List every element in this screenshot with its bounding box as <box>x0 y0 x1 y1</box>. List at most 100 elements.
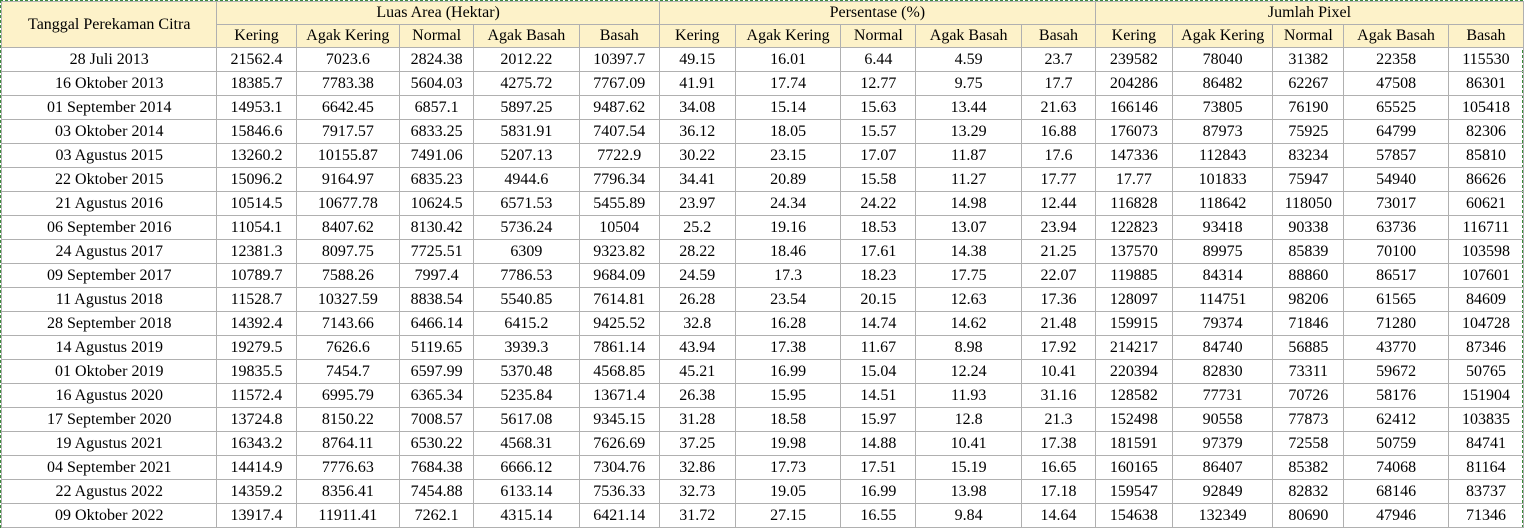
value-cell[interactable]: 88860 <box>1272 263 1345 288</box>
value-cell[interactable]: 87973 <box>1171 119 1274 144</box>
value-cell[interactable]: 137570 <box>1094 239 1173 264</box>
value-cell[interactable]: 32.73 <box>658 479 736 504</box>
value-cell[interactable]: 104728 <box>1447 311 1525 336</box>
value-cell[interactable]: 13.98 <box>915 479 1022 504</box>
value-cell[interactable]: 9684.09 <box>578 263 660 288</box>
value-cell[interactable]: 18385.7 <box>216 71 297 96</box>
value-cell[interactable]: 10.41 <box>915 431 1022 456</box>
value-cell[interactable]: 152498 <box>1094 407 1173 432</box>
value-cell[interactable]: 5455.89 <box>578 191 660 216</box>
value-cell[interactable]: 75925 <box>1272 119 1345 144</box>
date-cell[interactable]: 03 Agustus 2015 <box>0 143 218 168</box>
value-cell[interactable]: 31382 <box>1272 47 1345 72</box>
value-cell[interactable]: 23.54 <box>734 287 842 312</box>
value-cell[interactable]: 24.59 <box>658 263 736 288</box>
value-cell[interactable]: 5119.65 <box>399 335 475 360</box>
value-cell[interactable]: 17.7 <box>1021 71 1096 96</box>
date-cell[interactable]: 06 September 2016 <box>0 215 218 240</box>
value-cell[interactable]: 7626.6 <box>295 335 401 360</box>
date-cell[interactable]: 11 Agustus 2018 <box>0 287 218 312</box>
value-cell[interactable]: 8130.42 <box>399 215 475 240</box>
value-cell[interactable]: 7786.53 <box>473 263 580 288</box>
value-cell[interactable]: 159547 <box>1094 479 1173 504</box>
value-cell[interactable]: 10327.59 <box>295 287 401 312</box>
value-cell[interactable]: 10789.7 <box>216 263 297 288</box>
value-cell[interactable]: 5736.24 <box>473 215 580 240</box>
value-cell[interactable]: 84741 <box>1447 431 1525 456</box>
value-cell[interactable]: 114751 <box>1171 287 1274 312</box>
value-cell[interactable]: 7861.14 <box>578 335 660 360</box>
value-cell[interactable]: 2824.38 <box>399 47 475 72</box>
value-cell[interactable]: 6309 <box>473 239 580 264</box>
value-cell[interactable]: 160165 <box>1094 455 1173 480</box>
value-cell[interactable]: 128097 <box>1094 287 1173 312</box>
value-cell[interactable]: 19279.5 <box>216 335 297 360</box>
value-cell[interactable]: 7588.26 <box>295 263 401 288</box>
date-cell[interactable]: 03 Oktober 2014 <box>0 119 218 144</box>
value-cell[interactable]: 214217 <box>1094 335 1173 360</box>
value-cell[interactable]: 7796.34 <box>578 167 660 192</box>
value-cell[interactable]: 34.41 <box>658 167 736 192</box>
value-cell[interactable]: 79374 <box>1171 311 1274 336</box>
value-cell[interactable]: 57857 <box>1343 143 1449 168</box>
value-cell[interactable]: 118050 <box>1272 191 1345 216</box>
value-cell[interactable]: 20.89 <box>734 167 842 192</box>
value-cell[interactable]: 16.99 <box>840 479 917 504</box>
value-cell[interactable]: 6571.53 <box>473 191 580 216</box>
value-cell[interactable]: 21562.4 <box>216 47 297 72</box>
value-cell[interactable]: 7143.66 <box>295 311 401 336</box>
header-agak-basah[interactable]: Agak Basah <box>1343 24 1449 48</box>
value-cell[interactable]: 86517 <box>1343 263 1449 288</box>
value-cell[interactable]: 72558 <box>1272 431 1345 456</box>
value-cell[interactable]: 14953.1 <box>216 95 297 120</box>
value-cell[interactable]: 128582 <box>1094 383 1173 408</box>
value-cell[interactable]: 5370.48 <box>473 359 580 384</box>
value-cell[interactable]: 18.58 <box>734 407 842 432</box>
date-cell[interactable]: 09 Oktober 2022 <box>0 503 218 528</box>
value-cell[interactable]: 6642.45 <box>295 95 401 120</box>
value-cell[interactable]: 17.18 <box>1021 479 1096 504</box>
value-cell[interactable]: 24.22 <box>840 191 917 216</box>
value-cell[interactable]: 14.62 <box>915 311 1022 336</box>
value-cell[interactable]: 86626 <box>1447 167 1525 192</box>
value-cell[interactable]: 7262.1 <box>399 503 475 528</box>
value-cell[interactable]: 78040 <box>1171 47 1274 72</box>
value-cell[interactable]: 47508 <box>1343 71 1449 96</box>
date-cell[interactable]: 09 September 2017 <box>0 263 218 288</box>
value-cell[interactable]: 31.16 <box>1021 383 1096 408</box>
value-cell[interactable]: 9323.82 <box>578 239 660 264</box>
value-cell[interactable]: 16.88 <box>1021 119 1096 144</box>
value-cell[interactable]: 4275.72 <box>473 71 580 96</box>
value-cell[interactable]: 65525 <box>1343 95 1449 120</box>
value-cell[interactable]: 13671.4 <box>578 383 660 408</box>
value-cell[interactable]: 119885 <box>1094 263 1173 288</box>
header-normal[interactable]: Normal <box>399 24 475 48</box>
value-cell[interactable]: 70100 <box>1343 239 1449 264</box>
header-group-persentase[interactable]: Persentase (%) <box>658 1 1096 25</box>
value-cell[interactable]: 93418 <box>1171 215 1274 240</box>
value-cell[interactable]: 15846.6 <box>216 119 297 144</box>
value-cell[interactable]: 21.63 <box>1021 95 1096 120</box>
value-cell[interactable]: 13.07 <box>915 215 1022 240</box>
header-date-column[interactable]: Tanggal Perekaman Citra <box>0 1 218 48</box>
value-cell[interactable]: 68146 <box>1343 479 1449 504</box>
value-cell[interactable]: 61565 <box>1343 287 1449 312</box>
value-cell[interactable]: 9.84 <box>915 503 1022 528</box>
value-cell[interactable]: 14.38 <box>915 239 1022 264</box>
value-cell[interactable]: 7776.63 <box>295 455 401 480</box>
value-cell[interactable]: 5617.08 <box>473 407 580 432</box>
value-cell[interactable]: 6857.1 <box>399 95 475 120</box>
value-cell[interactable]: 12.44 <box>1021 191 1096 216</box>
value-cell[interactable]: 176073 <box>1094 119 1173 144</box>
value-cell[interactable]: 7491.06 <box>399 143 475 168</box>
value-cell[interactable]: 8.98 <box>915 335 1022 360</box>
value-cell[interactable]: 86407 <box>1171 455 1274 480</box>
value-cell[interactable]: 7626.69 <box>578 431 660 456</box>
header-basah[interactable]: Basah <box>578 24 660 48</box>
value-cell[interactable]: 6995.79 <box>295 383 401 408</box>
value-cell[interactable]: 116828 <box>1094 191 1173 216</box>
value-cell[interactable]: 16.99 <box>734 359 842 384</box>
header-normal[interactable]: Normal <box>1272 24 1345 48</box>
value-cell[interactable]: 14.88 <box>840 431 917 456</box>
value-cell[interactable]: 17.75 <box>915 263 1022 288</box>
